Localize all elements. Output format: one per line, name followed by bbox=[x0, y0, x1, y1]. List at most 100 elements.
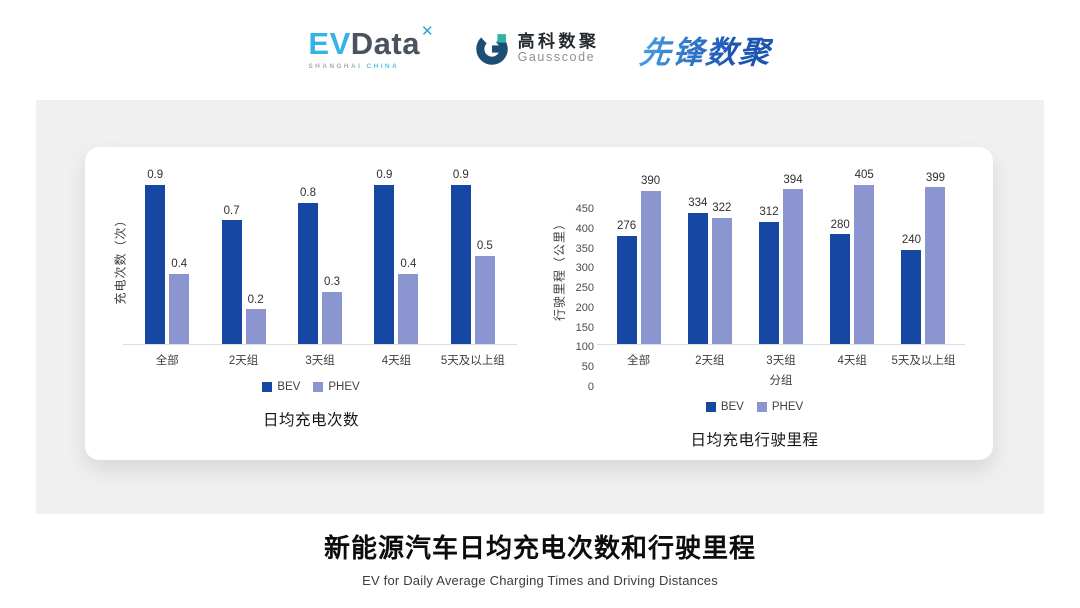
bar-value-label: 0.7 bbox=[223, 204, 240, 217]
category-label: 4天组 bbox=[837, 355, 867, 367]
phev-bar bbox=[925, 187, 946, 345]
legend-label: BEV bbox=[277, 381, 301, 393]
legend-item-phev: PHEV bbox=[756, 401, 803, 413]
legend-swatch bbox=[262, 382, 273, 392]
y-tick-label: 150 bbox=[575, 321, 594, 334]
bar-value-label: 0.5 bbox=[476, 240, 493, 253]
bar-value-label: 334 bbox=[688, 197, 708, 210]
chart-daily-charging-times: 充电次数（次） 0.9 0.4 0.7 0.2 0.8 0.3 0.9 0.4 0.9 0.5 全… bbox=[111, 167, 517, 460]
bar-group: 0.9 0.4 bbox=[129, 167, 205, 345]
bar-column: 322 bbox=[711, 202, 732, 345]
bev-bar bbox=[450, 184, 471, 345]
gausscode-en-label: Gausscode bbox=[517, 50, 596, 65]
bar-column: 405 bbox=[854, 169, 875, 345]
bar-value-label: 0.2 bbox=[247, 293, 264, 306]
evdata-logo-ev: EV bbox=[308, 25, 351, 61]
y-tick-label: 400 bbox=[575, 222, 594, 235]
chart-title: 日均充电行驶里程 bbox=[690, 432, 819, 449]
bar-value-label: 0.4 bbox=[400, 258, 417, 271]
pioneer-shuju-logo: 先锋数聚 bbox=[637, 27, 774, 72]
bar-group: 0.7 0.2 bbox=[205, 167, 281, 345]
bar-column: 0.4 bbox=[169, 258, 190, 345]
x-axis-title: 分组 bbox=[769, 375, 793, 387]
category-label: 2天组 bbox=[228, 355, 259, 367]
bar-value-label: 405 bbox=[854, 169, 874, 182]
category-label: 全部 bbox=[155, 355, 179, 367]
bar-column: 0.9 bbox=[374, 169, 395, 345]
bar-column: 276 bbox=[616, 220, 637, 345]
footer-titles: 新能源汽车日均充电次数和行驶里程 EV for Daily Average Ch… bbox=[0, 528, 1080, 588]
evdata-star-icon: ✕ bbox=[420, 22, 434, 40]
gausscode-logo: 高科数聚 Gausscode bbox=[474, 31, 600, 67]
bar-column: 240 bbox=[901, 234, 922, 345]
y-tick-label: 450 bbox=[575, 203, 594, 215]
bar-value-label: 312 bbox=[759, 205, 779, 218]
bev-bar bbox=[298, 202, 319, 345]
bar-value-label: 0.9 bbox=[376, 169, 393, 182]
y-axis-title-text: 充电次数（次） bbox=[113, 213, 128, 305]
bar-column: 0.5 bbox=[474, 240, 495, 345]
bar-value-label: 399 bbox=[925, 171, 945, 184]
bar-group: 0.8 0.3 bbox=[282, 167, 358, 345]
bev-bar bbox=[687, 212, 708, 345]
main-title-en: EV for Daily Average Charging Times and … bbox=[362, 573, 718, 588]
bar-column: 0.4 bbox=[398, 258, 419, 345]
bar-column: 0.8 bbox=[298, 186, 319, 345]
bev-bar bbox=[759, 221, 779, 345]
bar-value-label: 280 bbox=[830, 218, 850, 231]
bev-bar bbox=[221, 220, 242, 345]
evdata-sub-shanghai: SHANGHAI bbox=[308, 62, 363, 70]
bar-value-label: 0.9 bbox=[452, 169, 469, 182]
bar-column: 0.3 bbox=[322, 276, 343, 345]
bar-value-label: 394 bbox=[783, 173, 803, 186]
legend-item-phev: PHEV bbox=[313, 381, 360, 393]
y-axis-title-text: 行驶里程（公里） bbox=[552, 216, 567, 321]
evdata-logo-data: Data bbox=[350, 25, 420, 61]
y-axis-title: 充电次数（次） bbox=[111, 167, 129, 368]
category-label: 4天组 bbox=[381, 355, 412, 367]
phev-bar bbox=[474, 256, 495, 345]
plot-area: 0.9 0.4 0.7 0.2 0.8 0.3 0.9 0.4 0.9 0.5 bbox=[123, 167, 517, 345]
header-logos: EV Data ✕ SHANGHAI CHINA 高科数聚 Gausscode 先锋… bbox=[0, 16, 1080, 82]
bar-column: 390 bbox=[640, 175, 661, 345]
phev-bar bbox=[322, 291, 343, 345]
y-tick-label: 100 bbox=[575, 341, 594, 354]
bar-column: 0.2 bbox=[245, 293, 266, 345]
bar-column: 0.7 bbox=[221, 204, 242, 345]
y-tick-label: 250 bbox=[575, 282, 594, 295]
chart-daily-driving-distance: 行驶里程（公里） 0 50 100 150 200 250 300 350 400 450 276… bbox=[550, 167, 965, 460]
legend-swatch bbox=[313, 382, 324, 392]
category-label: 3天组 bbox=[766, 355, 796, 367]
category-label: 5天及以上组 bbox=[440, 355, 505, 367]
bar-column: 399 bbox=[925, 171, 946, 345]
phev-bar bbox=[245, 309, 266, 345]
category-label: 3天组 bbox=[305, 355, 335, 367]
y-tick-label: 350 bbox=[575, 242, 594, 255]
evdata-logo: EV Data ✕ SHANGHAI CHINA bbox=[308, 24, 433, 71]
main-title-cn: 新能源汽车日均充电次数和行驶里程 bbox=[323, 533, 756, 563]
bar-column: 394 bbox=[783, 174, 803, 345]
legend: BEV PHEV bbox=[262, 381, 360, 393]
bar-value-label: 0.8 bbox=[300, 186, 317, 199]
charts-card: 充电次数（次） 0.9 0.4 0.7 0.2 0.8 0.3 0.9 0.4 0.9 0.5 全… bbox=[85, 147, 993, 460]
category-label: 2天组 bbox=[695, 355, 725, 367]
bar-column: 280 bbox=[830, 218, 851, 345]
legend-item-bev: BEV bbox=[705, 401, 744, 413]
bar-value-label: 322 bbox=[712, 202, 732, 214]
y-tick-label: 50 bbox=[581, 361, 594, 374]
bar-group: 276 390 bbox=[603, 167, 674, 345]
phev-bar bbox=[711, 217, 732, 345]
y-axis-title: 行驶里程（公里） bbox=[550, 167, 568, 388]
bev-bar bbox=[901, 250, 922, 345]
bar-value-label: 0.9 bbox=[147, 169, 164, 182]
y-tick-label: 200 bbox=[575, 301, 594, 314]
bar-column: 334 bbox=[687, 197, 708, 345]
bar-group: 0.9 0.5 bbox=[435, 167, 511, 345]
bev-bar bbox=[830, 234, 851, 345]
phev-bar bbox=[854, 184, 875, 345]
category-label: 5天及以上组 bbox=[891, 355, 956, 367]
evdata-sub-china: CHINA bbox=[366, 62, 400, 70]
bar-group: 334 322 bbox=[674, 167, 745, 345]
bar-value-label: 0.4 bbox=[171, 258, 188, 271]
bar-group: 280 405 bbox=[817, 167, 888, 345]
